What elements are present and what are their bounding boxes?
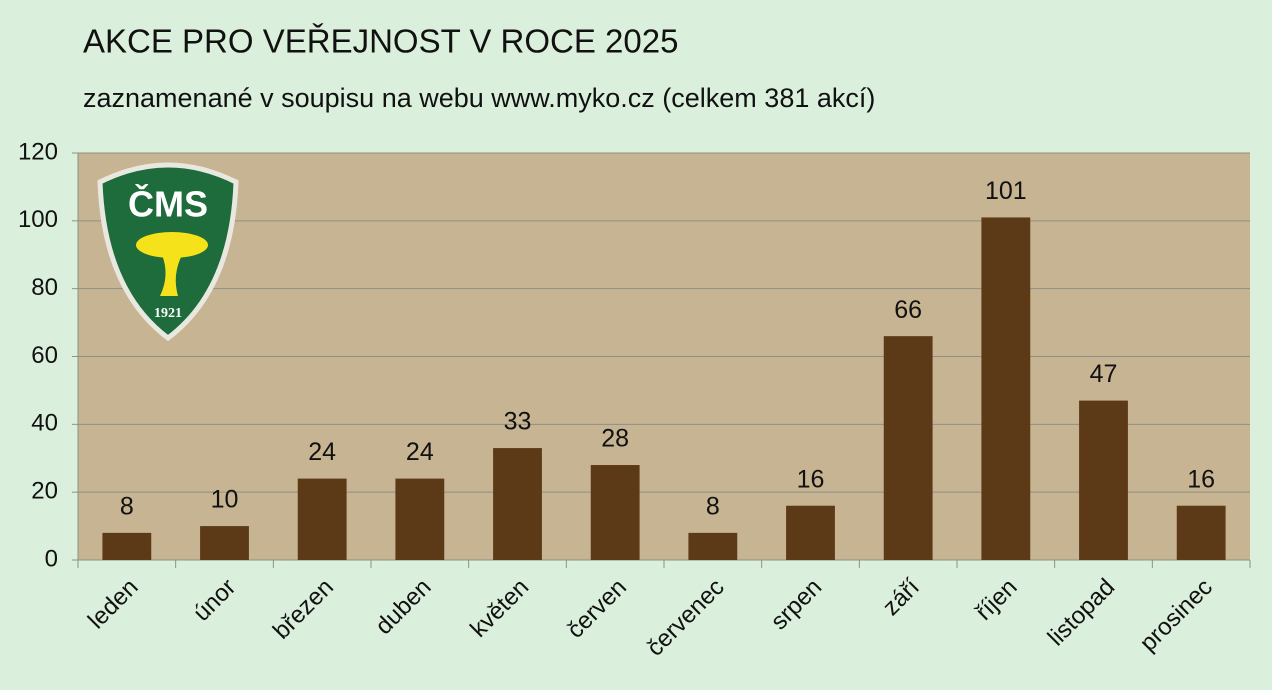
logo-text: ČMS bbox=[128, 183, 208, 225]
data-label: 24 bbox=[308, 438, 336, 466]
data-label: 16 bbox=[797, 465, 825, 493]
data-label: 28 bbox=[601, 425, 629, 453]
bar bbox=[981, 217, 1031, 561]
data-label: 10 bbox=[211, 486, 239, 514]
logo-mushroom-stem bbox=[160, 255, 182, 296]
bar bbox=[883, 336, 933, 560]
bar bbox=[590, 465, 640, 560]
y-tick-label: 120 bbox=[18, 138, 58, 165]
y-tick-label: 100 bbox=[18, 206, 58, 233]
y-tick-label: 80 bbox=[31, 274, 58, 301]
bar bbox=[493, 448, 542, 560]
data-label: 24 bbox=[406, 438, 434, 466]
chart-subtitle: zaznamenané v soupisu na webu www.myko.c… bbox=[83, 83, 875, 113]
logo: ČMS 1921 bbox=[97, 162, 239, 342]
data-label: 8 bbox=[706, 492, 720, 520]
bar bbox=[102, 532, 152, 560]
data-label: 101 bbox=[985, 177, 1027, 205]
chart-title: AKCE PRO VEŘEJNOST V ROCE 2025 bbox=[83, 23, 678, 60]
data-label: 16 bbox=[1187, 465, 1215, 493]
y-tick-label: 20 bbox=[31, 478, 58, 505]
logo-year: 1921 bbox=[154, 306, 182, 321]
bar bbox=[395, 478, 445, 560]
bar bbox=[786, 505, 835, 560]
y-tick-label: 60 bbox=[31, 342, 58, 369]
bar bbox=[1176, 505, 1226, 560]
data-label: 66 bbox=[894, 296, 922, 324]
y-tick-label: 0 bbox=[45, 545, 58, 572]
data-label: 8 bbox=[120, 492, 134, 520]
bar bbox=[297, 478, 347, 560]
logo-mushroom-cap bbox=[136, 232, 208, 258]
bar bbox=[688, 532, 738, 560]
data-label: 33 bbox=[504, 408, 532, 436]
bar bbox=[1079, 400, 1128, 560]
bar bbox=[200, 526, 249, 560]
y-tick-label: 40 bbox=[31, 410, 58, 437]
data-label: 47 bbox=[1090, 360, 1118, 388]
